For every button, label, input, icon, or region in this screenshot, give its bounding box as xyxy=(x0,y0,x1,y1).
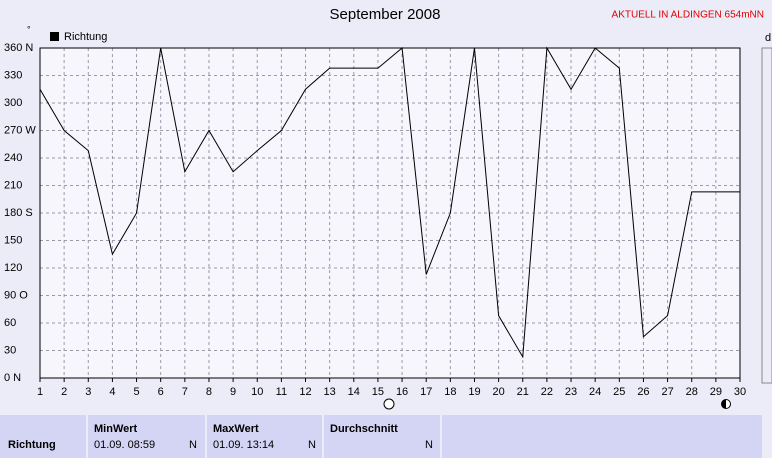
x-tick-label: 24 xyxy=(589,386,601,398)
y-tick-label: 180 S xyxy=(4,207,33,219)
y-tick-label: 270 W xyxy=(4,124,36,136)
y-tick-label: 210 xyxy=(4,179,22,191)
x-tick-label: 8 xyxy=(206,386,212,398)
column-header: MinWert xyxy=(94,423,138,435)
x-tick-label: 5 xyxy=(133,386,139,398)
column-header: Durchschnitt xyxy=(330,423,398,435)
cell-dir: N xyxy=(189,439,197,451)
y-tick-label: 60 xyxy=(4,317,16,329)
legend-swatch xyxy=(50,32,59,41)
y-tick-label: 30 xyxy=(4,344,16,356)
x-tick-label: 1 xyxy=(37,386,43,398)
y-tick-label: 240 xyxy=(4,152,22,164)
column-header: MaxWert xyxy=(213,423,259,435)
legend-label: Richtung xyxy=(64,31,107,43)
chart-title: September 2008 xyxy=(330,6,441,23)
x-tick-label: 30 xyxy=(734,386,746,398)
row-label: Richtung xyxy=(8,439,56,451)
x-tick-label: 22 xyxy=(541,386,553,398)
half-moon-shade xyxy=(721,399,726,409)
cell-dir: N xyxy=(308,439,316,451)
x-tick-label: 11 xyxy=(276,386,287,398)
x-tick-label: 14 xyxy=(348,386,360,398)
x-tick-label: 10 xyxy=(251,386,263,398)
x-tick-label: 20 xyxy=(492,386,504,398)
full-moon-icon xyxy=(383,398,395,410)
x-tick-label: 12 xyxy=(299,386,311,398)
x-tick-label: 21 xyxy=(517,386,529,398)
x-tick-label: 23 xyxy=(565,386,577,398)
right-label: d xyxy=(765,32,771,44)
y-tick-label: 300 xyxy=(4,97,22,109)
x-tick-label: 27 xyxy=(661,386,673,398)
x-tick-label: 7 xyxy=(182,386,188,398)
x-tick-label: 19 xyxy=(468,386,480,398)
data-line xyxy=(39,46,740,359)
cell xyxy=(207,415,322,458)
cell xyxy=(442,415,762,458)
x-tick-label: 17 xyxy=(420,386,432,398)
x-tick-label: 9 xyxy=(230,386,236,398)
x-tick-label: 18 xyxy=(444,386,456,398)
y-tick-label: 150 xyxy=(4,234,22,246)
x-tick-label: 4 xyxy=(109,386,115,398)
y-tick-label: 330 xyxy=(4,69,22,81)
x-tick-label: 15 xyxy=(372,386,384,398)
summary-table: Richtung MinWert 01.09. 08:59 N MaxWert … xyxy=(0,415,762,458)
station-label: AKTUELL IN ALDINGEN 654mNN xyxy=(612,10,764,21)
side-panel xyxy=(761,47,772,384)
x-tick-label: 28 xyxy=(686,386,698,398)
x-tick-label: 25 xyxy=(613,386,625,398)
cell-date: 01.09. 13:14 xyxy=(213,439,274,451)
x-tick-label: 3 xyxy=(85,386,91,398)
x-tick-label: 13 xyxy=(324,386,336,398)
y-tick-label: 360 N xyxy=(4,42,33,54)
x-tick-label: 6 xyxy=(158,386,164,398)
marks xyxy=(39,46,740,359)
x-tick-label: 29 xyxy=(710,386,722,398)
y-unit: ° xyxy=(27,24,31,34)
x-tick-label: 16 xyxy=(396,386,408,398)
cell xyxy=(324,415,440,458)
x-tick-label: 26 xyxy=(637,386,649,398)
cell-dir: N xyxy=(425,439,433,451)
cell xyxy=(0,415,86,458)
x-tick-label: 2 xyxy=(61,386,67,398)
cell xyxy=(88,415,205,458)
y-tick-label: 120 xyxy=(4,262,22,274)
cell-date: 01.09. 08:59 xyxy=(94,439,155,451)
y-tick-label: 90 O xyxy=(4,289,28,301)
y-tick-label: 0 N xyxy=(4,372,21,384)
plot-frame xyxy=(39,47,741,379)
